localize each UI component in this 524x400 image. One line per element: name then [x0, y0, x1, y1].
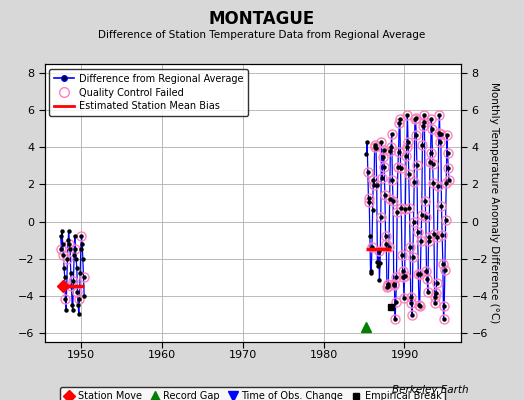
- Y-axis label: Monthly Temperature Anomaly Difference (°C): Monthly Temperature Anomaly Difference (…: [489, 82, 499, 324]
- Text: MONTAGUE: MONTAGUE: [209, 10, 315, 28]
- Text: Berkeley Earth: Berkeley Earth: [392, 385, 469, 395]
- Legend: Station Move, Record Gap, Time of Obs. Change, Empirical Break: Station Move, Record Gap, Time of Obs. C…: [60, 388, 445, 400]
- Text: Difference of Station Temperature Data from Regional Average: Difference of Station Temperature Data f…: [99, 30, 425, 40]
